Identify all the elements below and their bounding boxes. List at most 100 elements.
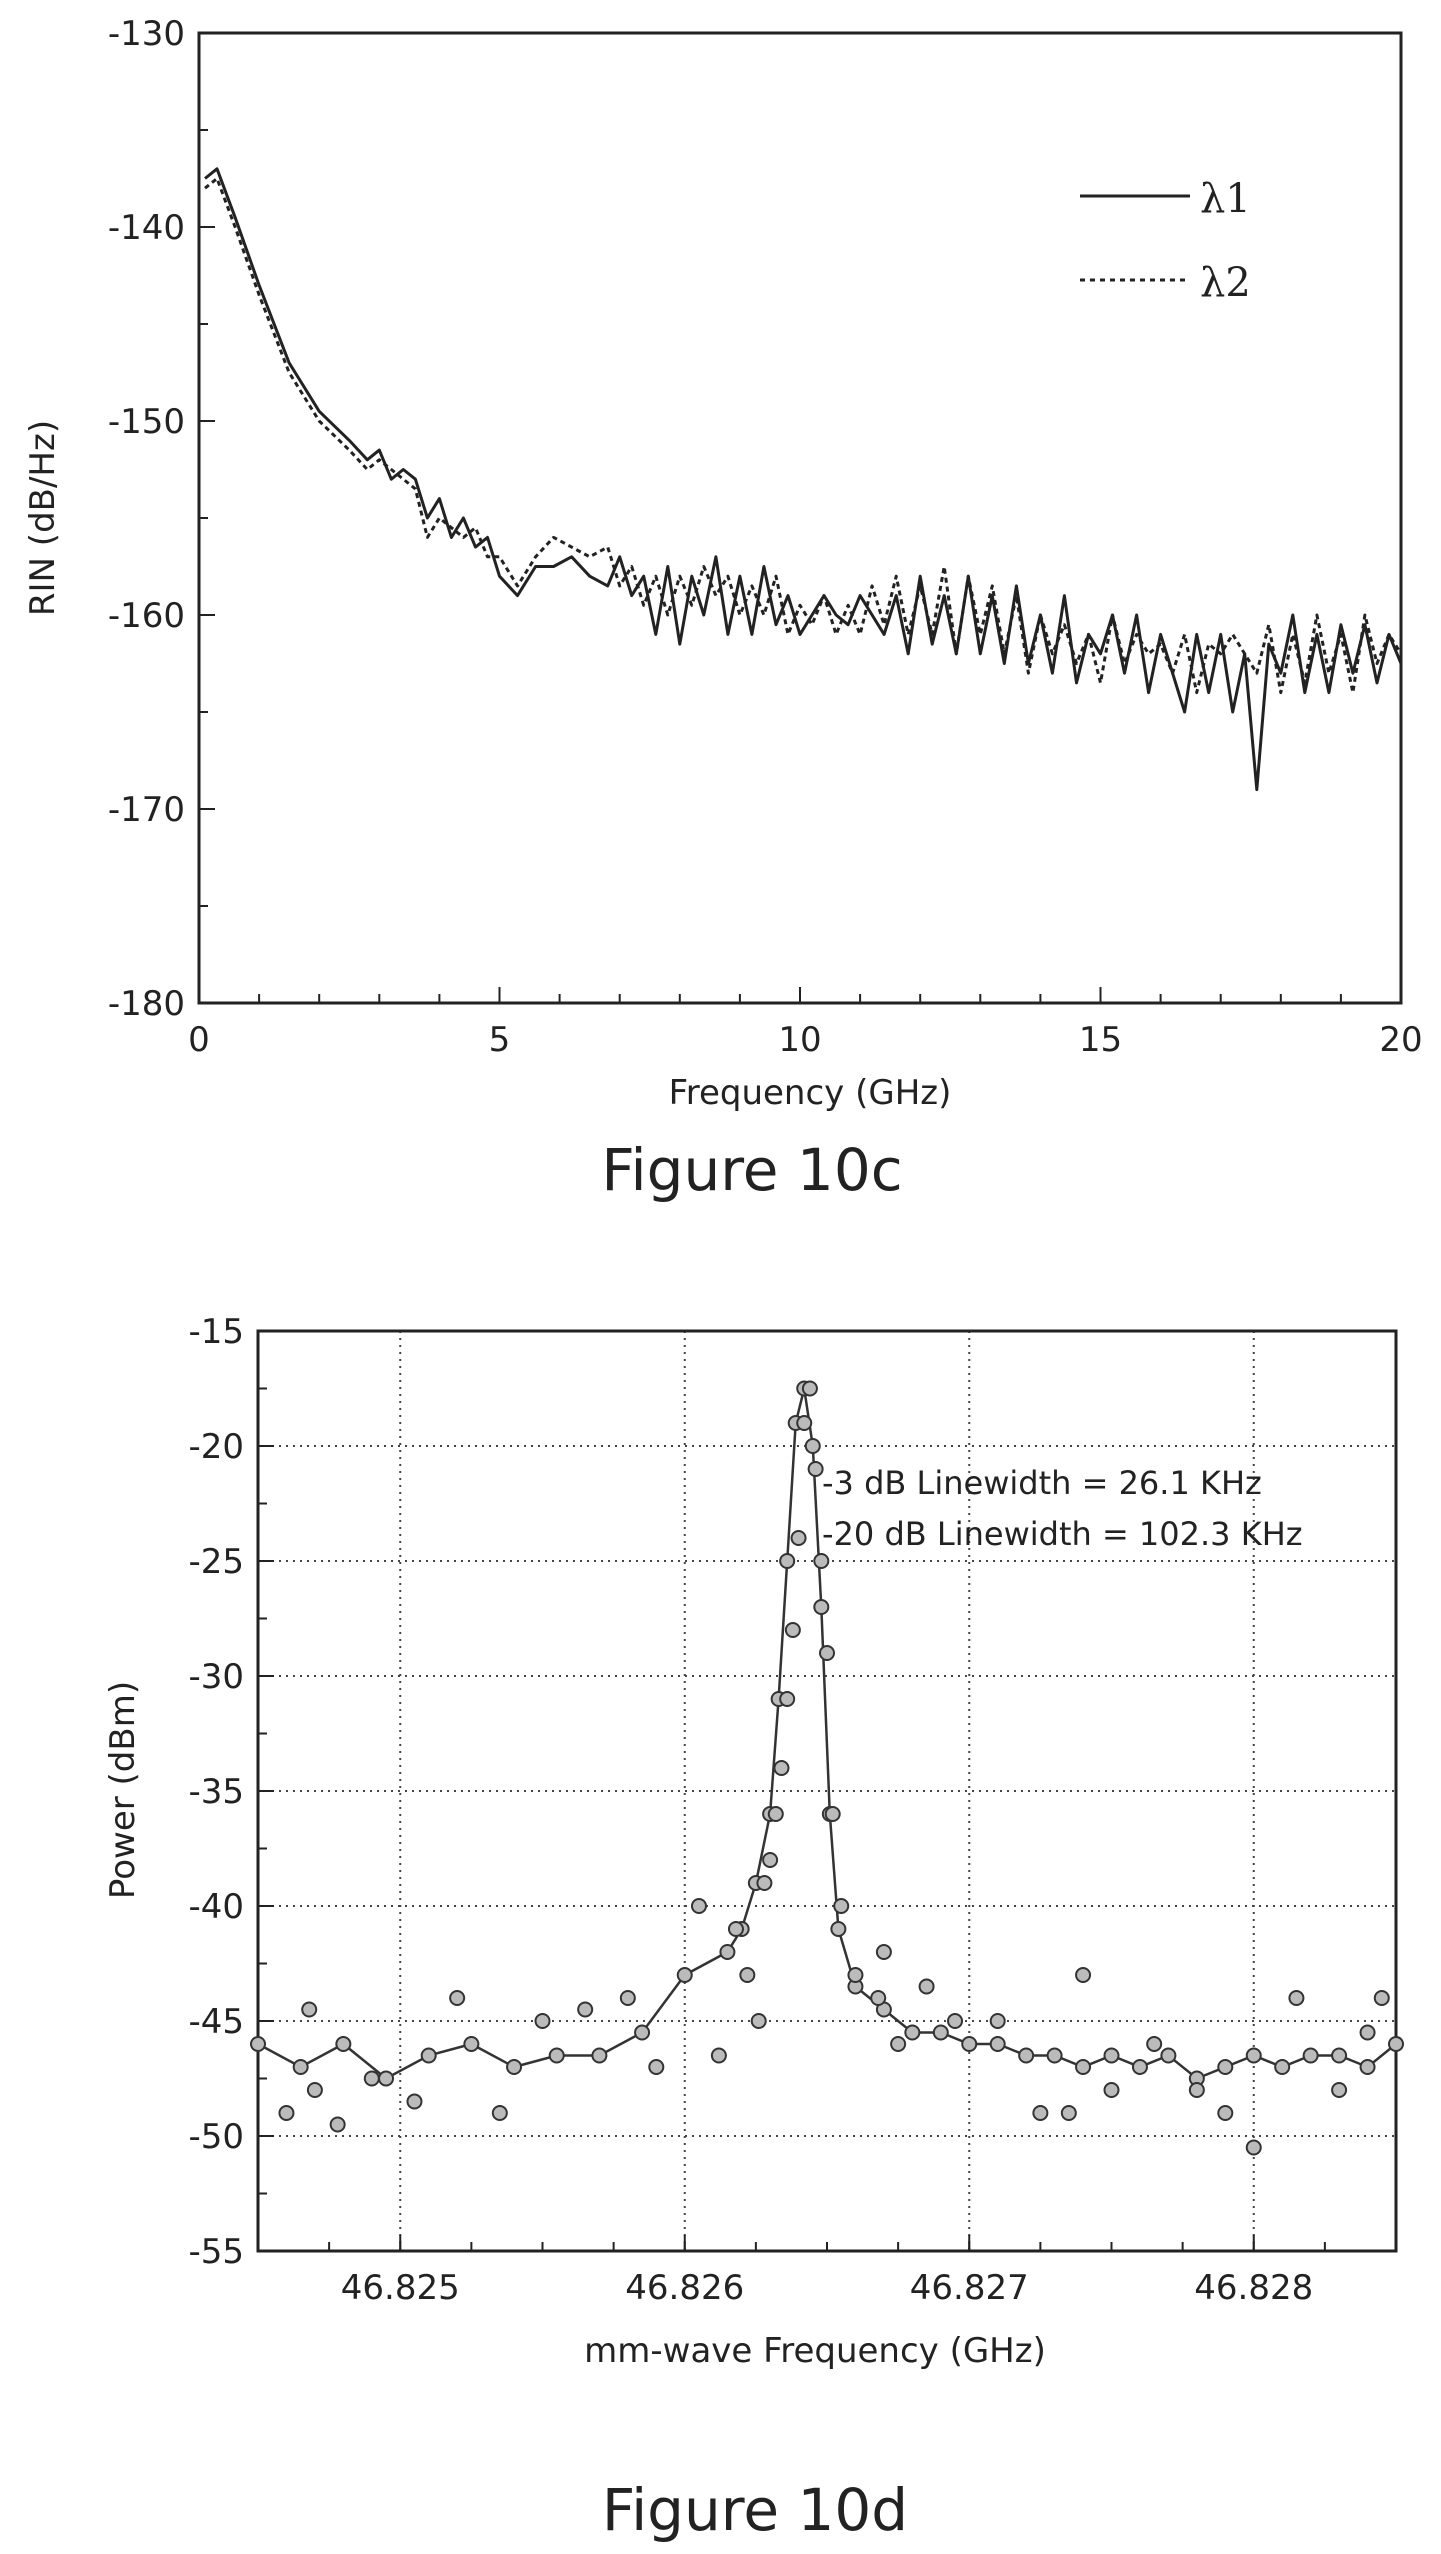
spectrum-marker	[1217, 2059, 1234, 2075]
spectrum-marker	[813, 1599, 830, 1615]
x-tick-label: 5	[489, 1020, 511, 1060]
spectrum-marker	[250, 2036, 266, 2052]
spectrum-marker	[634, 2024, 651, 2041]
scatter-point	[947, 2013, 964, 2029]
power-x-ticks: 46.825 46.826 46.827 46.828	[341, 2235, 1313, 2308]
scatter-point	[875, 1944, 892, 1960]
scatter-point	[739, 1967, 756, 1983]
power-series	[250, 1380, 1404, 2156]
x-tick-label: 46.828	[1194, 2268, 1313, 2308]
rin-y-ticks: -130 -140 -150 -160 -170 -180	[108, 14, 215, 1024]
y-tick-label: -130	[108, 14, 185, 54]
spectrum-marker	[676, 1967, 693, 1983]
x-tick-label: 0	[188, 1020, 210, 1060]
scatter-point	[773, 1760, 790, 1776]
scatter-point	[833, 1898, 850, 1914]
power-x-axis-title: mm-wave Frequency (GHz)	[584, 2331, 1046, 2371]
spectrum-marker	[1388, 2036, 1404, 2052]
scatter-point	[1359, 2024, 1376, 2041]
spectrum-marker	[506, 2059, 523, 2075]
y-tick-label: -50	[188, 2117, 244, 2157]
y-tick-label: -35	[188, 1772, 244, 1812]
figure-caption-10d: Figure 10d	[602, 2476, 908, 2544]
legend-label-lambda2: λ2	[1200, 260, 1251, 306]
scatter-point	[710, 2047, 727, 2064]
scatter-point	[491, 2105, 508, 2121]
scatter-point	[1288, 1990, 1305, 2006]
spectrum-marker	[1274, 2059, 1291, 2075]
scatter-point	[1146, 2036, 1163, 2052]
legend-label-lambda1: λ1	[1200, 176, 1251, 222]
series-line-lambda1	[204, 167, 1403, 792]
spectrum-marker	[1046, 2047, 1063, 2064]
spectrum-marker	[1245, 2047, 1262, 2064]
scatter-point	[1331, 2082, 1348, 2098]
scatter-point	[762, 1852, 779, 1868]
scatter-point	[796, 1415, 813, 1431]
spectrum-marker	[1075, 2059, 1092, 2075]
scatter-point	[619, 1990, 636, 2006]
scatter-point	[847, 1967, 864, 1983]
x-tick-label: 10	[778, 1020, 821, 1060]
scatter-point	[870, 1990, 887, 2006]
rin-x-axis-title: Frequency (GHz)	[669, 1073, 952, 1113]
y-tick-label: -160	[108, 596, 185, 636]
rin-chart: -130 -140 -150 -160 -170 -180 0 5 10 15 20 RIN (d…	[23, 14, 1423, 1204]
rin-y-axis-title: RIN (dB/Hz)	[23, 420, 63, 616]
scatter-point	[577, 2001, 594, 2018]
spectrum-marker	[420, 2047, 437, 2064]
spectrum-marker	[292, 2059, 309, 2075]
scatter-point	[534, 2013, 551, 2029]
scatter-point	[779, 1691, 796, 1707]
y-tick-label: -30	[188, 1657, 244, 1697]
scatter-point	[784, 1622, 801, 1638]
scatter-point	[801, 1380, 818, 1397]
scatter-point	[890, 2036, 907, 2052]
spectrum-marker	[1359, 2059, 1376, 2075]
y-tick-label: -180	[108, 984, 185, 1024]
power-spectrum-chart: -15 -20 -25 -30 -35 -40 -45 -50 -55 46.825 46.826…	[103, 1312, 1404, 2544]
scatter-point	[790, 1530, 807, 1546]
scatter-point	[363, 2070, 380, 2087]
series-line-lambda2	[204, 177, 1403, 695]
scatter-point	[807, 1461, 824, 1477]
y-tick-label: -40	[188, 1887, 244, 1927]
scatter-point	[767, 1806, 784, 1822]
spectrum-marker	[1103, 2047, 1120, 2064]
spectrum-marker	[1331, 2047, 1348, 2064]
scatter-point	[1060, 2105, 1077, 2121]
scatter-point	[989, 2013, 1006, 2029]
scatter-point	[329, 2116, 346, 2133]
scatter-point	[648, 2059, 665, 2075]
scatter-point	[727, 1921, 744, 1937]
scatter-point	[301, 2001, 318, 2018]
power-y-axis-title: Power (dBm)	[103, 1681, 143, 1899]
power-y-ticks: -15 -20 -25 -30 -35 -40 -45 -50 -55	[188, 1312, 274, 2272]
scatter-point	[1103, 2082, 1120, 2098]
spectrum-marker	[1131, 2059, 1148, 2075]
scatter-point	[406, 2093, 423, 2110]
scatter-point	[756, 1875, 773, 1891]
spectrum-marker	[779, 1553, 796, 1569]
y-tick-label: -25	[188, 1542, 244, 1582]
x-tick-label: 46.825	[341, 2268, 460, 2308]
scatter-point	[918, 1978, 935, 1995]
scatter-point	[813, 1553, 830, 1569]
scatter-point	[819, 1645, 835, 1661]
figure-caption-10c: Figure 10c	[601, 1136, 902, 1204]
scatter-point	[1217, 2105, 1234, 2121]
spectrum-marker	[548, 2047, 565, 2064]
scatter-point	[1245, 2139, 1262, 2156]
x-tick-label: 46.826	[625, 2268, 744, 2308]
scatter-point	[449, 1990, 466, 2006]
spectrum-marker	[904, 2024, 921, 2041]
spectrum-marker	[932, 2024, 949, 2041]
scatter-point	[1188, 2082, 1205, 2098]
y-tick-label: -140	[108, 208, 185, 248]
spectrum-marker	[378, 2070, 395, 2087]
spectrum-marker	[591, 2047, 608, 2064]
x-tick-label: 20	[1379, 1020, 1422, 1060]
y-tick-label: -170	[108, 790, 185, 830]
y-tick-label: -45	[188, 2002, 244, 2042]
rin-legend: λ1 λ2	[1080, 176, 1251, 306]
